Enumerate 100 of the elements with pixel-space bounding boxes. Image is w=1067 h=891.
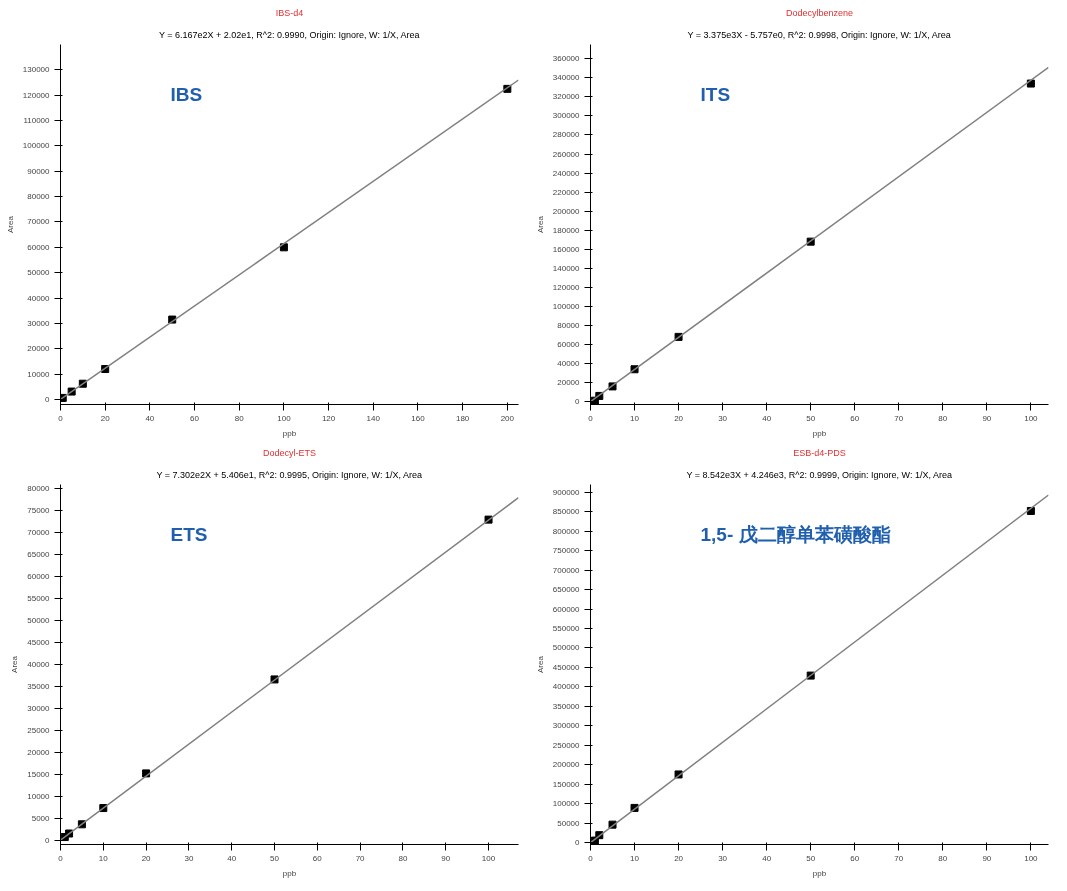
x-tick-label: 60: [190, 413, 200, 423]
chart-title: Dodecylbenzene: [785, 7, 854, 18]
x-tick-label: 30: [184, 853, 194, 863]
x-tick-label: 70: [355, 853, 366, 863]
y-tick-label: 0: [575, 838, 581, 848]
x-tick-label: 50: [806, 413, 816, 423]
x-tick-label: 90: [982, 413, 992, 423]
y-tick-label: 60000: [27, 242, 51, 252]
y-tick-label: 150000: [552, 779, 581, 789]
y-tick-label: 50000: [27, 268, 51, 278]
x-tick-label: 80: [234, 413, 245, 423]
y-tick-label: 10000: [27, 791, 51, 801]
y-axis-title: Area: [535, 655, 545, 673]
x-axis-title: ppb: [282, 428, 297, 438]
x-tick-label: 160: [411, 413, 426, 423]
x-tick-label: 0: [588, 853, 594, 863]
y-tick-label: 30000: [27, 703, 51, 713]
y-tick-label: 20000: [27, 747, 51, 757]
y-tick-label: 60000: [557, 340, 581, 349]
y-tick-label: 600000: [552, 604, 581, 614]
x-tick-label: 60: [850, 413, 860, 423]
y-tick-label: 100000: [552, 301, 581, 311]
chart-title: Dodecyl-ETS: [262, 447, 317, 458]
x-tick-label: 10: [98, 853, 109, 863]
chart-title: IBS-d4: [275, 7, 304, 18]
x-tick-label: 50: [270, 853, 280, 863]
y-tick-label: 130000: [22, 65, 51, 75]
y-axis-title: Area: [10, 655, 20, 673]
x-tick-label: 180: [455, 413, 470, 423]
y-tick-label: 90000: [27, 166, 51, 176]
chart-subtitle: Y = 7.302e2X + 5.406e1, R^2: 0.9995, Origin: Ignore, W: 1/X, Area: [156, 469, 422, 480]
y-tick-label: 160000: [552, 244, 581, 254]
x-tick-label: 200: [500, 413, 515, 423]
x-tick-label: 80: [938, 853, 948, 863]
x-tick-label: 20: [141, 853, 152, 863]
x-tick-label: 140: [366, 413, 381, 423]
x-tick-label: 100: [277, 413, 292, 423]
x-axis-title: ppb: [282, 868, 297, 878]
x-tick-label: 20: [674, 853, 684, 863]
y-tick-label: 20000: [557, 378, 581, 388]
x-tick-label: 40: [762, 853, 772, 863]
y-tick-label: 50000: [27, 616, 51, 626]
y-tick-label: 100000: [552, 799, 581, 809]
y-tick-label: 800000: [552, 526, 581, 536]
y-tick-label: 40000: [27, 293, 51, 303]
x-tick-label: 100: [481, 853, 496, 863]
x-tick-label: 100: [1024, 853, 1039, 863]
y-tick-label: 0: [45, 835, 51, 845]
y-tick-label: 340000: [552, 73, 581, 83]
y-tick-label: 40000: [557, 359, 581, 369]
y-tick-label: 55000: [27, 594, 51, 604]
x-tick-label: 90: [982, 853, 992, 863]
x-tick-label: 40: [762, 413, 772, 423]
chart-subtitle: Y = 3.375e3X - 5.757e0, R^2: 0.9998, Origin: Ignore, W: 1/X, Area: [687, 29, 951, 40]
x-tick-label: 100: [1024, 413, 1039, 423]
y-tick-label: 80000: [557, 320, 581, 330]
y-tick-label: 5000: [31, 813, 51, 823]
y-tick-label: 300000: [552, 721, 581, 731]
y-tick-label: 240000: [552, 168, 581, 178]
y-tick-label: 120000: [552, 282, 581, 292]
chart-subtitle: Y = 8.542e3X + 4.246e3, R^2: 0.9999, Origin: Ignore, W: 1/X, Area: [686, 469, 952, 480]
y-tick-label: 500000: [552, 643, 581, 653]
y-tick-label: 50000: [557, 818, 581, 828]
annotation: IBS: [170, 83, 203, 105]
x-tick-label: 80: [938, 413, 948, 423]
x-tick-label: 40: [145, 413, 155, 423]
y-tick-label: 20000: [27, 344, 51, 354]
y-tick-label: 220000: [552, 187, 581, 197]
x-tick-label: 90: [441, 853, 451, 863]
y-tick-label: 280000: [552, 130, 581, 140]
y-tick-label: 0: [575, 397, 581, 407]
y-tick-label: 45000: [27, 638, 51, 648]
y-tick-label: 120000: [22, 90, 51, 100]
y-tick-label: 100000: [22, 141, 51, 151]
y-tick-label: 650000: [552, 585, 581, 595]
annotation: ETS: [170, 523, 208, 545]
annotation: ITS: [700, 83, 731, 105]
x-tick-label: 40: [227, 853, 237, 863]
y-tick-label: 70000: [27, 528, 51, 538]
y-tick-label: 300000: [552, 111, 581, 121]
x-tick-label: 70: [894, 853, 904, 863]
x-tick-label: 60: [312, 853, 323, 863]
x-axis-title: ppb: [812, 428, 827, 438]
chart-subtitle: Y = 6.167e2X + 2.02e1, R^2: 0.9990, Origin: Ignore, W: 1/X, Area: [158, 29, 420, 40]
y-tick-label: 400000: [552, 682, 581, 692]
y-tick-label: 10000: [27, 369, 51, 379]
y-tick-label: 110000: [23, 116, 51, 126]
y-tick-label: 0: [45, 394, 51, 404]
y-tick-label: 250000: [552, 740, 581, 750]
y-tick-label: 900000: [552, 487, 581, 497]
x-tick-label: 30: [718, 853, 728, 863]
x-tick-label: 20: [100, 413, 111, 423]
y-tick-label: 180000: [552, 225, 581, 235]
x-tick-label: 50: [806, 853, 816, 863]
y-tick-label: 80000: [27, 484, 51, 494]
y-tick-label: 65000: [27, 550, 51, 560]
x-tick-label: 60: [850, 853, 860, 863]
y-tick-label: 450000: [552, 662, 581, 672]
x-tick-label: 30: [718, 413, 728, 423]
x-tick-label: 10: [630, 413, 640, 423]
